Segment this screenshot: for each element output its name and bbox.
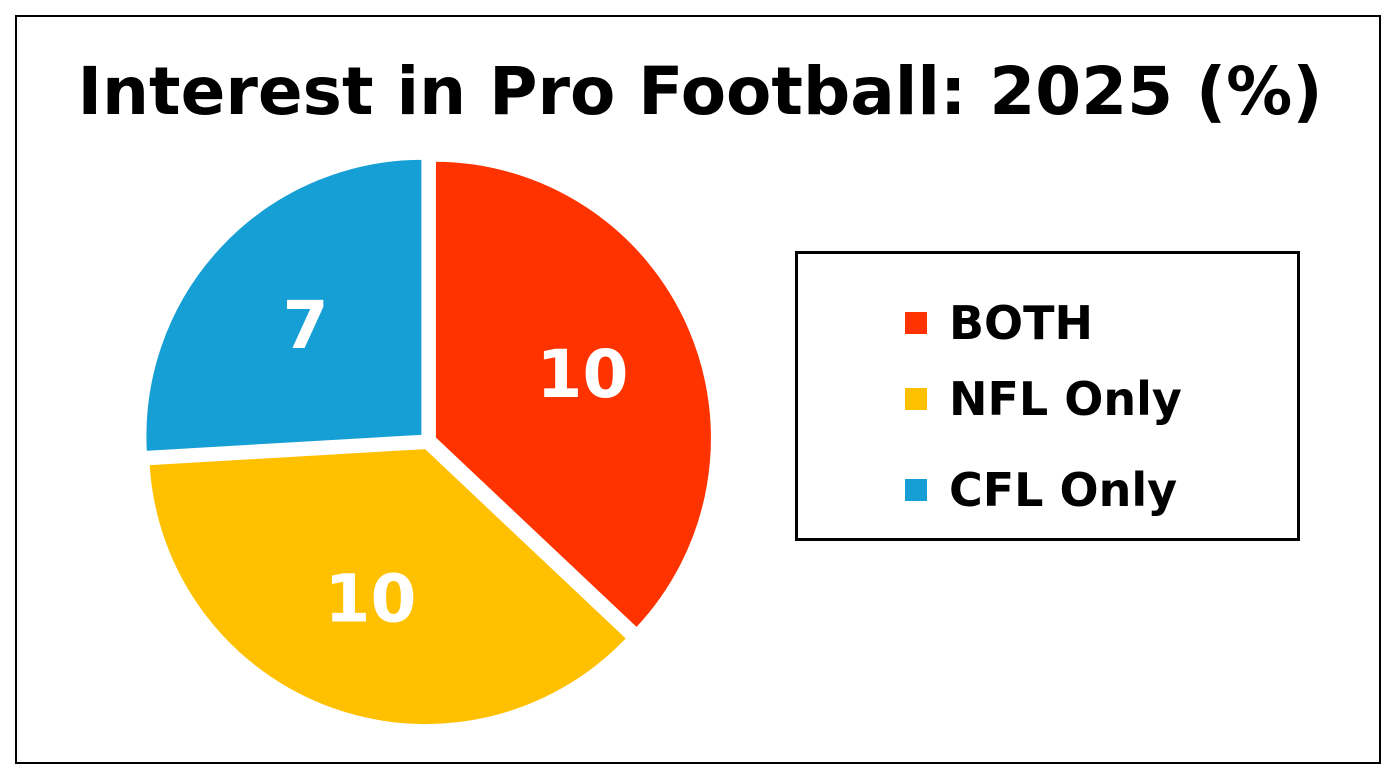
legend-label-nfl-only: NFL Only [949, 372, 1182, 426]
pie-label-cfl-only: 7 [283, 287, 329, 364]
pie-label-both: 10 [537, 336, 629, 413]
chart-title: Interest in Pro Football: 2025 (%) [77, 53, 1323, 130]
legend-swatch-nfl-only [905, 388, 927, 410]
pie-slice-nfl-only [146, 446, 630, 728]
legend-item-cfl-only: CFL Only [905, 460, 1177, 520]
pie-slice-both [432, 158, 714, 632]
legend-swatch-cfl-only [905, 479, 927, 501]
pie-slices [143, 156, 714, 728]
pie-data-labels: 10 10 7 [283, 287, 629, 638]
legend-swatch-both [905, 312, 927, 334]
legend-item-both: BOTH [905, 293, 1093, 353]
pie-label-nfl-only: 10 [325, 561, 417, 638]
legend-item-nfl-only: NFL Only [905, 369, 1182, 429]
pie-slice-cfl-only [143, 156, 425, 454]
legend-label-cfl-only: CFL Only [949, 463, 1178, 517]
legend-label-both: BOTH [949, 296, 1094, 350]
chart-legend: BOTH NFL Only CFL Only [795, 251, 1300, 541]
